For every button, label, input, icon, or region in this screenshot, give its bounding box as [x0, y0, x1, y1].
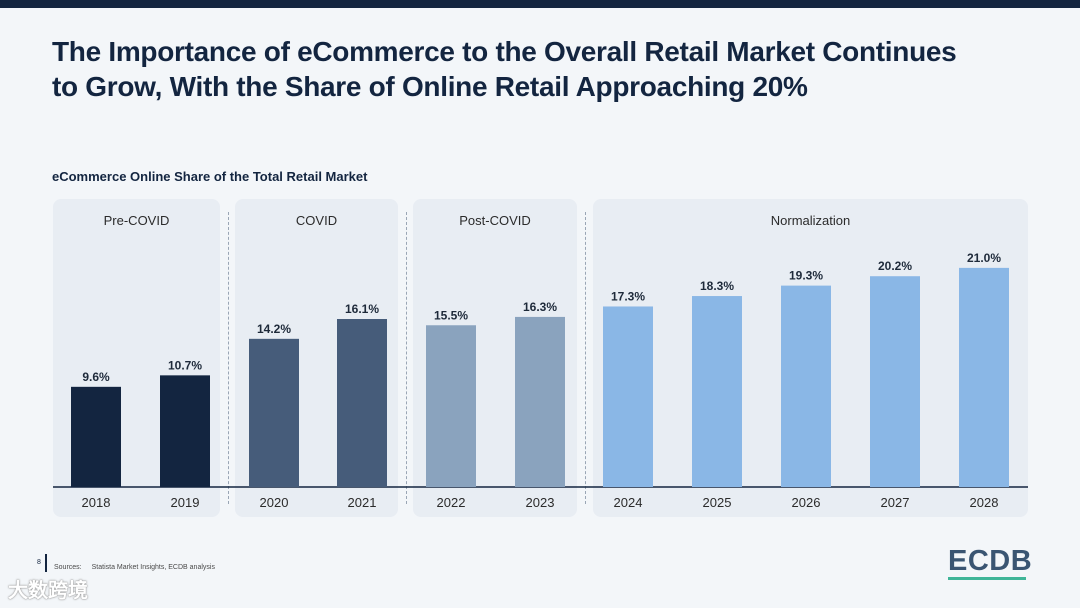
data-label-2028: 21.0%	[967, 251, 1001, 265]
sources-label: Sources:	[54, 564, 82, 571]
data-label-2025: 18.3%	[700, 279, 734, 293]
data-label-2027: 20.2%	[878, 259, 912, 273]
x-tick-label-2026: 2026	[792, 495, 821, 510]
period-label-covid: COVID	[295, 213, 338, 228]
bar-2021	[337, 319, 387, 487]
sources-text: Statista Market Insights, ECDB analysis	[91, 564, 215, 571]
bar-2027	[870, 276, 920, 487]
period-label-normalization: Normalization	[770, 213, 851, 228]
data-label-2019: 10.7%	[168, 358, 202, 372]
period-divider	[585, 212, 586, 504]
data-label-2026: 19.3%	[789, 269, 823, 283]
x-tick-label-2027: 2027	[881, 495, 910, 510]
ecdb-logo: ECDB	[948, 545, 1033, 577]
x-tick-label-2022: 2022	[437, 495, 466, 510]
data-label-2018: 9.6%	[82, 370, 110, 384]
x-tick-label-2028: 2028	[970, 495, 999, 510]
data-label-2020: 14.2%	[257, 322, 291, 336]
bar-2023	[515, 316, 565, 487]
x-tick-label-2025: 2025	[703, 495, 732, 510]
bar-2020	[249, 338, 299, 487]
data-label-2024: 17.3%	[611, 289, 645, 303]
bar-2025	[692, 296, 742, 487]
period-label-post-covid: Post-COVID	[459, 213, 531, 228]
chart-title: eCommerce Online Share of the Total Reta…	[52, 169, 368, 184]
page-number: 8	[37, 559, 41, 566]
bar-2024	[603, 306, 653, 487]
data-label-2021: 16.1%	[345, 302, 379, 316]
footer-divider	[45, 554, 47, 572]
period-divider	[406, 212, 407, 504]
page-title: The Importance of eCommerce to the Overa…	[52, 34, 1032, 104]
bar-2018	[71, 386, 121, 487]
x-tick-label-2018: 2018	[82, 495, 111, 510]
data-label-2022: 15.5%	[434, 308, 468, 322]
x-tick-label-2024: 2024	[614, 495, 643, 510]
bar-2026	[781, 285, 831, 487]
period-divider	[228, 212, 229, 504]
bar-2019	[160, 375, 210, 487]
data-label-2023: 16.3%	[523, 300, 557, 314]
top-bar	[0, 0, 1080, 8]
sources: Sources: Statista Market Insights, ECDB a…	[54, 564, 215, 571]
bar-2028	[959, 267, 1009, 487]
period-label-pre-covid: Pre-COVID	[103, 213, 170, 228]
logo-underline	[948, 577, 1026, 580]
page-title-line-1: The Importance of eCommerce to the Overa…	[52, 36, 957, 67]
x-tick-label-2019: 2019	[171, 495, 200, 510]
page-title-line-2: to Grow, With the Share of Online Retail…	[52, 71, 808, 102]
watermark: 大数跨境	[8, 580, 88, 602]
bar-2022	[426, 325, 476, 487]
x-tick-label-2023: 2023	[526, 495, 555, 510]
x-tick-label-2021: 2021	[348, 495, 377, 510]
x-tick-label-2020: 2020	[260, 495, 289, 510]
